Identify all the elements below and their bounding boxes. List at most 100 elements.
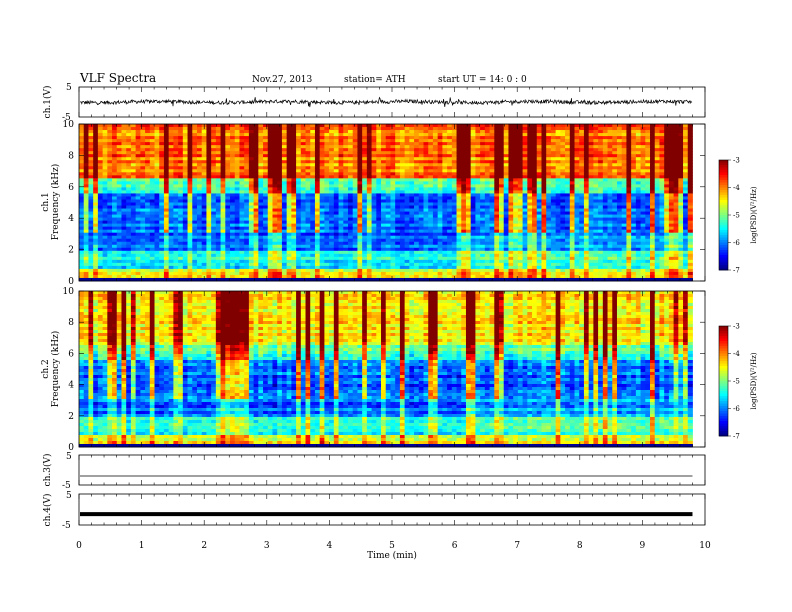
- ch1-spectrogram-cell: [536, 154, 542, 158]
- ch1-spectrogram-cell: [428, 223, 434, 228]
- ch1-spectrogram-cell: [159, 139, 165, 143]
- ch1-spectrogram-cell: [314, 136, 321, 140]
- ch1-spectrogram-cell: [607, 175, 613, 179]
- ch1-spectrogram-cell: [168, 232, 174, 237]
- ch1-spectrogram-cell: [88, 214, 94, 218]
- ch1-spectrogram-cell: [145, 229, 151, 234]
- ch1-spectrogram-cell: [178, 142, 184, 146]
- ch1-spectrogram-cell: [683, 166, 689, 170]
- ch1-spectrogram-cell: [277, 163, 283, 167]
- ch1-spectrogram-cell: [678, 136, 684, 140]
- ch1-spectrogram-cell: [140, 169, 146, 173]
- ch1-spectrogram-cell: [343, 223, 349, 228]
- ch1-spectrogram-cell: [206, 160, 212, 164]
- ch1-spectrogram-cell: [333, 124, 339, 128]
- ch1-spectrogram-cell: [187, 217, 193, 222]
- ch1-spectrogram-cell: [244, 205, 250, 209]
- ch1-spectrogram-cell: [121, 232, 127, 237]
- ch1-spectrogram-cell: [366, 142, 372, 146]
- ch1-spectrogram-cell: [305, 154, 311, 158]
- ch1-spectrogram-cell: [376, 124, 382, 128]
- ch1-spectrogram-cell: [173, 154, 179, 158]
- ch1-spectrogram-cell: [93, 184, 99, 188]
- ch1-spectrogram-cell: [616, 163, 623, 167]
- ch1-spectrogram-cell: [248, 193, 255, 197]
- ch1-spectrogram-cell: [664, 154, 670, 158]
- ch1-spectrogram-cell: [569, 214, 575, 218]
- ch1-spectrogram-cell: [239, 229, 245, 234]
- ch1-spectrogram-cell: [163, 169, 170, 173]
- ch1-spectrogram-cell: [329, 202, 335, 206]
- ch1-spectrogram-cell: [357, 199, 363, 203]
- ch1-spectrogram-cell: [116, 142, 122, 146]
- ch1-spectrogram-cell: [414, 187, 420, 191]
- ch1-spectrogram-cell: [267, 178, 273, 182]
- ch1-spectrogram-cell: [230, 187, 236, 191]
- ch1-spectrogram-cell: [286, 232, 292, 237]
- ch1-spectrogram-cell: [423, 163, 429, 167]
- ch1-spectrogram-cell: [640, 157, 646, 161]
- ch1-spectrogram-cell: [281, 178, 288, 182]
- ch1-spectrogram-cell: [489, 151, 495, 155]
- ch1-spectrogram-cell: [668, 157, 674, 161]
- ch1-spectrogram-cell: [291, 124, 297, 128]
- ch1-spectrogram-cell: [272, 154, 278, 158]
- ch1-spectrogram-cell: [399, 133, 406, 137]
- ch1-spectrogram-cell: [385, 172, 391, 176]
- ch1-spectrogram-cell: [664, 175, 670, 179]
- ch1-spectrogram-cell: [527, 139, 533, 143]
- ch1-spectrogram-cell: [121, 139, 127, 143]
- ch1-spectrogram-cell: [145, 127, 151, 131]
- ch1-spectrogram-cell: [668, 133, 674, 137]
- ch1-spectrogram-cell: [522, 127, 528, 131]
- ch1-spectrogram-cell: [333, 154, 339, 158]
- ch1-spectrogram-cell: [314, 190, 321, 194]
- ch1-spectrogram-cell: [390, 229, 396, 234]
- ch1-spectrogram-cell: [206, 211, 212, 215]
- ch1-spectrogram-cell: [102, 205, 108, 209]
- ch1-spectrogram-cell: [541, 214, 547, 218]
- ch1-spectrogram-cell: [612, 145, 618, 149]
- ch1-spectrogram-cell: [314, 223, 321, 228]
- ch1-spectrogram-cell: [602, 148, 608, 152]
- ch1-spectrogram-cell: [376, 196, 382, 200]
- ch1-spectrogram-cell: [673, 163, 679, 167]
- ch1-spectrogram-cell: [126, 133, 132, 137]
- ch1-spectrogram-cell: [678, 151, 684, 155]
- ch1-spectrogram-cell: [673, 226, 679, 231]
- ch1-spectrogram-cell: [484, 220, 490, 225]
- ch1-spectrogram-cell: [414, 181, 420, 185]
- ch1-spectrogram-cell: [145, 214, 151, 218]
- ch1-spectrogram-cell: [465, 220, 472, 225]
- ch1-spectrogram-cell: [371, 136, 377, 140]
- ch1-spectrogram-cell: [362, 199, 368, 203]
- ch1-spectrogram-cell: [102, 193, 108, 197]
- ch1-spectrogram-cell: [461, 172, 467, 176]
- ch1-spectrogram-cell: [499, 220, 505, 225]
- ch1-spectrogram-cell: [456, 226, 462, 231]
- ch1-spectrogram-cell: [550, 190, 557, 194]
- ch1-spectrogram-cell: [555, 229, 561, 234]
- ch1-spectrogram-cell: [494, 151, 500, 155]
- ch1-spectrogram-cell: [437, 193, 443, 197]
- ch1-spectrogram-cell: [88, 232, 94, 237]
- ch1-spectrogram-cell: [324, 199, 330, 203]
- ch1-spectrogram-cell: [291, 145, 297, 149]
- ch1-spectrogram-cell: [286, 166, 292, 170]
- ch1-spectrogram-cell: [437, 139, 443, 143]
- ch1-spectrogram-cell: [536, 196, 542, 200]
- ch1-spectrogram-cell: [404, 220, 410, 225]
- ch1-spectrogram-cell: [366, 202, 372, 206]
- ch1-spectrogram-cell: [215, 133, 221, 137]
- ch1-spectrogram-cell: [683, 184, 689, 188]
- ch1-spectrogram-cell: [588, 178, 594, 182]
- ch1-spectrogram-cell: [178, 214, 184, 218]
- ch1-spectrogram-cell: [664, 214, 670, 218]
- ch1-spectrogram-cell: [244, 235, 250, 240]
- ch1-spectrogram-cell: [588, 229, 594, 234]
- ch1-spectrogram-cell: [470, 205, 476, 209]
- ch1-spectrogram-cell: [470, 136, 476, 140]
- ch1-spectrogram-cell: [272, 133, 278, 137]
- ch1-spectrogram-cell: [579, 196, 585, 200]
- ch1-spectrogram-cell: [536, 226, 542, 231]
